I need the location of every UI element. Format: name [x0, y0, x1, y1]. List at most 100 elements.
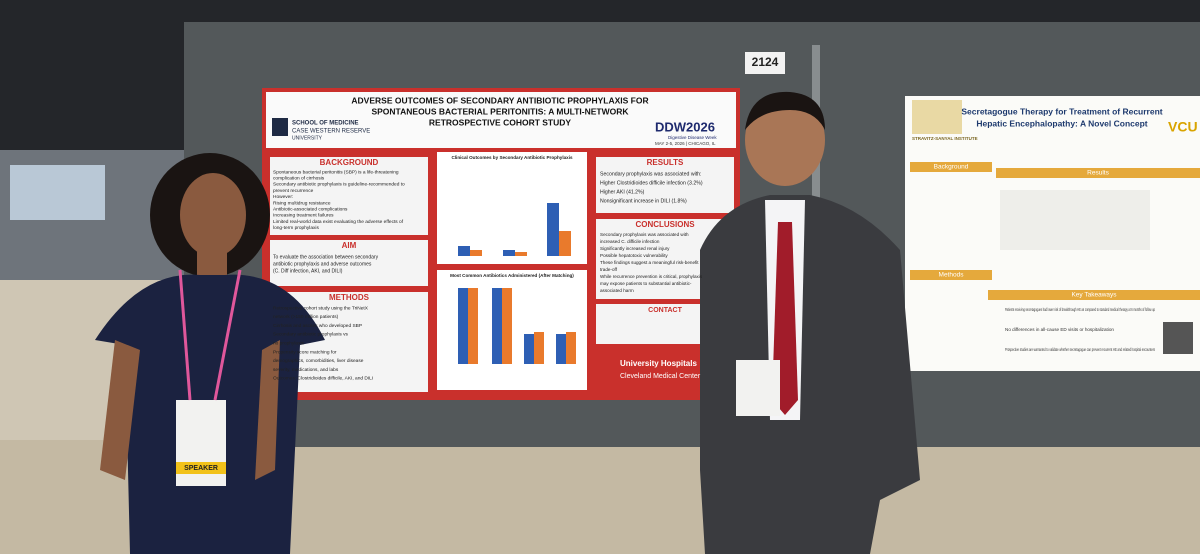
fig-bar [468, 288, 478, 364]
institution: SCHOOL OF MEDICINE [292, 121, 359, 127]
fig-bar [559, 231, 571, 256]
person-left: SPEAKER [95, 153, 325, 554]
hospital-name: Cleveland Medical Center [620, 373, 701, 380]
fig-bar [492, 288, 502, 364]
body-text: prevent recurrence [273, 188, 314, 194]
conference-date: MAY 2-5, 2026 | CHICAGO, IL [655, 141, 716, 146]
body-text: severity, medications, and labs [273, 367, 339, 373]
poster-left-header [266, 92, 736, 148]
body-text: Increasing treatment failures [273, 213, 334, 219]
fig-bar [515, 252, 527, 256]
rp-table [1000, 190, 1150, 250]
fig-bar [566, 332, 576, 364]
arm [100, 340, 140, 480]
body-text: Prospective studies are warranted to val… [1005, 347, 1155, 352]
institute: STRAVITZ-SANYAL INSTITUTE [912, 136, 978, 141]
section-heading: BACKGROUND [320, 158, 379, 167]
title-line: Hepatic Encephalopathy: A Novel Concept [976, 118, 1147, 128]
fig-bar [458, 288, 468, 364]
rp-methods-bar [910, 270, 992, 280]
results-box [596, 157, 734, 213]
rp-takeaways-bar [988, 290, 1200, 300]
body-text: Retrospective cohort study using the Tri… [273, 305, 369, 311]
section-heading: AIM [342, 241, 357, 250]
title-line: SPONTANEOUS BACTERIAL PERITONITIS: A MUL… [371, 106, 629, 116]
body-text: Significantly increased renal injury [600, 246, 670, 251]
body-text: associated harm [600, 288, 634, 293]
background-screen [10, 165, 105, 220]
board-number: 2124 [752, 55, 779, 69]
fig-bar [502, 288, 512, 364]
body-text: Spontaneous bacterial peritonitis (SBP) … [273, 169, 399, 175]
figure1-bars [458, 203, 571, 256]
figure2-bars [458, 288, 576, 364]
person-right [700, 91, 920, 554]
institution: UNIVERSITY [292, 135, 323, 141]
fig-bar [534, 332, 544, 364]
body-text: Limited real-world data exist evaluating… [273, 219, 404, 225]
section-heading: Methods [939, 272, 965, 279]
body-text: Antibiotic-associated complications [273, 206, 348, 212]
body-text: (C. Diff infection, AKI, and DILI) [273, 268, 343, 274]
body-text: Higher Clostridioides difficile infectio… [600, 180, 703, 186]
section-heading: Key Takeaways [1071, 292, 1117, 299]
body-text: No differences in all-cause ED visits or… [1005, 327, 1114, 332]
title-line: RETROSPECTIVE COHORT STUDY [429, 117, 571, 127]
body-text: Patients receiving secretagogues had low… [1005, 307, 1155, 312]
body-text: increased C. difficile infection [600, 239, 660, 244]
body-text: no prophylaxis [273, 340, 305, 346]
body-text: Secondary prophylaxis was associated wit… [600, 171, 702, 177]
body-text: Rising multidrug resistance [273, 200, 331, 206]
title-line: ADVERSE OUTCOMES OF SECONDARY ANTIBIOTIC… [351, 95, 648, 105]
badge [736, 360, 780, 416]
rp-background-bar [910, 162, 992, 172]
body-text: However: [273, 194, 293, 200]
cwru-logo [272, 118, 288, 136]
body-text: Secondary antibiotic prophylaxis vs [273, 332, 349, 338]
body-text: Higher AKI (41.2%) [600, 189, 645, 195]
fig-bar [524, 334, 534, 364]
figure-title: Clinical Outcomes by Secondary Antibioti… [451, 155, 573, 160]
body-text: demographics, comorbidities, liver disea… [273, 358, 364, 364]
section-heading: CONCLUSIONS [635, 220, 695, 229]
face [180, 173, 246, 257]
fig-bar [458, 246, 470, 256]
section-heading: RESULTS [647, 158, 684, 167]
body-text: To evaluate the association between seco… [273, 254, 379, 260]
section-heading: Background [934, 164, 969, 171]
institute-logo [912, 100, 962, 134]
body-text: Secondary antibiotic prophylaxis is guid… [273, 182, 405, 188]
hospital-name: University Hospitals [620, 359, 697, 368]
fig-bar [470, 250, 482, 256]
board-number-card [745, 52, 785, 74]
conference: DDW2026 [655, 119, 715, 134]
background-box [270, 157, 428, 235]
body-text: network (>150 million patients) [273, 314, 339, 320]
arm [255, 340, 280, 480]
body-text: long-term prophylaxis [273, 225, 319, 231]
aim-box [270, 240, 428, 286]
section-heading: Results [1087, 170, 1109, 177]
lanyard [178, 269, 192, 401]
conference-subtitle: Digestive Disease Week [668, 135, 717, 140]
body-text: Nonsignificant increase in DILI (1.8%) [600, 198, 687, 204]
lanyard [213, 269, 242, 401]
body-text: Possible hepatotoxic vulnerability [600, 253, 668, 258]
fig-bar [556, 334, 566, 364]
body-text: Secondary prophylaxis was associated wit… [600, 232, 689, 237]
badge-ribbon [176, 462, 226, 474]
institution: CASE WESTERN RESERVE [292, 129, 370, 135]
fig-bar [547, 203, 559, 256]
qr-code [1163, 322, 1193, 354]
body-text: may expose patients to substantial antib… [600, 281, 692, 286]
face [745, 94, 825, 186]
body-text: While recurrence prevention is critical,… [600, 274, 703, 279]
body-text: Propensity score matching for [273, 349, 337, 355]
body-text: Outcomes: Clostridioides difficile, AKI,… [273, 376, 373, 382]
body-text: complication of cirrhosis [273, 175, 325, 181]
section-heading: CONTACT [648, 307, 682, 314]
figure-title: Most Common Antibiotics Administered (Af… [450, 273, 574, 278]
badge-text: SPEAKER [184, 465, 218, 472]
